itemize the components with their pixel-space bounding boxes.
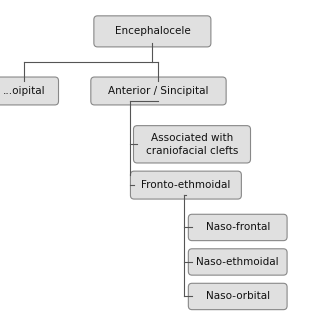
- Text: Naso-ethmoidal: Naso-ethmoidal: [196, 257, 279, 267]
- Text: Anterior / Sincipital: Anterior / Sincipital: [108, 86, 209, 96]
- FancyBboxPatch shape: [91, 77, 226, 105]
- Text: Fronto-ethmoidal: Fronto-ethmoidal: [141, 180, 231, 190]
- FancyBboxPatch shape: [133, 126, 251, 163]
- Text: Naso-frontal: Naso-frontal: [205, 222, 270, 232]
- Text: Encephalocele: Encephalocele: [115, 26, 190, 36]
- FancyBboxPatch shape: [188, 249, 287, 275]
- FancyBboxPatch shape: [0, 77, 59, 105]
- FancyBboxPatch shape: [94, 16, 211, 47]
- FancyBboxPatch shape: [188, 214, 287, 241]
- Text: Associated with
craniofacial clefts: Associated with craniofacial clefts: [146, 133, 238, 156]
- Text: Naso-orbital: Naso-orbital: [206, 292, 270, 301]
- Text: ...oipital: ...oipital: [3, 86, 46, 96]
- FancyBboxPatch shape: [188, 283, 287, 310]
- FancyBboxPatch shape: [131, 171, 241, 199]
